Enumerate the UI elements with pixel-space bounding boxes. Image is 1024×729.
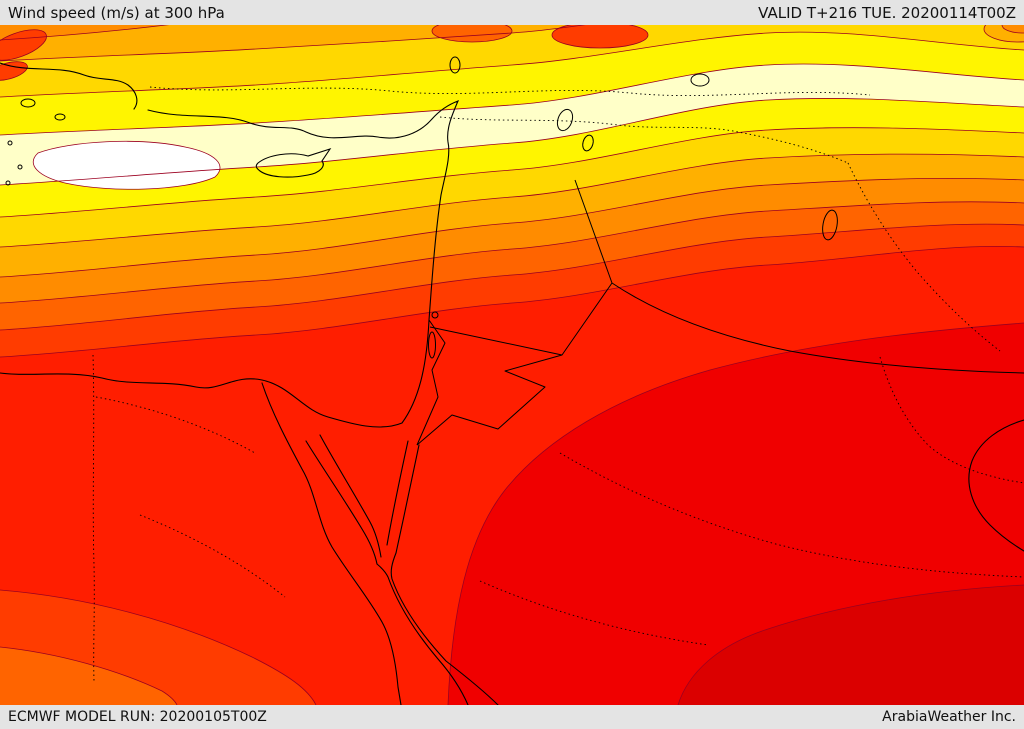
saudi-kuwait-border [879,356,1024,484]
lake-beysehir [556,108,574,132]
branding-label: ArabiaWeather Inc. [882,709,1016,725]
turkey-interior-border [149,86,871,97]
saudi-interior-border [559,452,1024,578]
gulf-of-aqaba-coast [386,440,409,546]
syria-jordan-border [429,326,563,356]
white-minimum-core [32,140,221,190]
black-sea-coastline [0,62,138,110]
north-max-blob [0,29,47,61]
gulf-of-suez-coast [305,440,378,565]
israel-jordan-border [416,319,446,446]
aegean-island [7,140,13,146]
north-max-blob [0,61,28,81]
wind-speed-map-svg [0,25,1024,705]
map-title: Wind speed (m/s) at 300 hPa [8,3,225,22]
sea-of-galilee [431,311,439,319]
persian-gulf-coast [968,419,1024,552]
marmara-sea [20,98,36,108]
turkish-lake [582,134,594,152]
aegean-island [5,180,11,186]
valid-time-label: VALID T+216 TUE. 20200114T00Z [758,3,1016,22]
southwest-lightest-band [0,647,177,705]
dead-sea [428,331,436,359]
nile-river [261,382,402,705]
gulf-of-suez-coast [319,434,382,558]
coastline-layer [0,62,1024,705]
model-run-label: ECMWF MODEL RUN: 20200105T00Z [8,709,267,725]
cyprus-coastline [255,148,332,178]
footer-bar: ECMWF MODEL RUN: 20200105T00Z ArabiaWeat… [0,705,1024,729]
lake-urmia [822,209,838,241]
border-layer [92,86,1024,682]
lake-van [690,73,710,87]
egypt-interior-border [95,396,256,454]
gulf-of-aqaba-coast [395,444,420,554]
egypt-interior-border [139,514,286,598]
iraq-iran-border [847,162,1001,352]
aegean-island [54,113,66,121]
north-max-blob [551,25,649,49]
syria-iraq-border [574,179,613,284]
turkey-syria-border [439,116,849,164]
aegean-island [17,164,23,170]
lake-tuz [449,56,461,74]
darkest-red-band [678,585,1024,705]
iraq-saudi-border [611,282,1024,374]
lake-layer [428,56,838,359]
map-canvas [0,25,1024,705]
egypt-libya-border [92,354,95,682]
red-sea-east-coast [390,552,499,705]
header-bar: Wind speed (m/s) at 300 hPa VALID T+216 … [0,0,1024,25]
red-sea-west-coast [376,563,469,705]
contour-line-layer [0,25,1024,705]
saudi-interior-border [479,580,709,646]
northeast-corner-blob [1001,25,1024,34]
north-max-blob [431,25,513,43]
mediterranean-coastline [0,100,460,428]
